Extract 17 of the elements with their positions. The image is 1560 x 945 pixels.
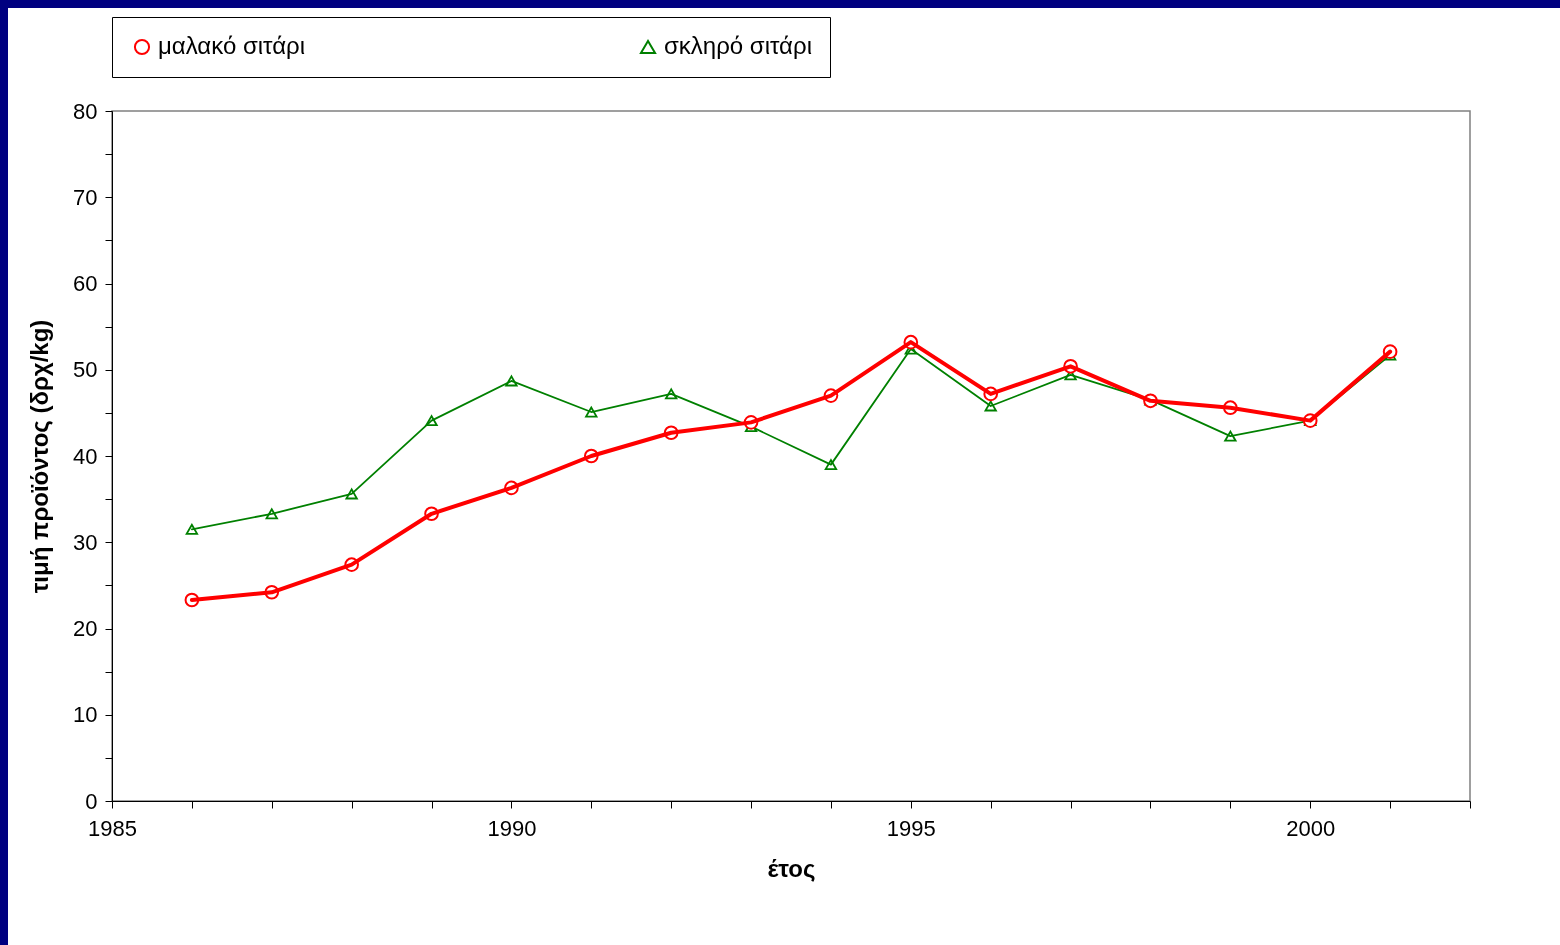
y-tick-label: 0 <box>85 788 98 814</box>
y-tick-label: 30 <box>73 529 98 555</box>
y-tick-label: 70 <box>73 184 98 210</box>
x-tick-label: 1985 <box>88 815 137 841</box>
y-tick-label: 80 <box>73 98 98 124</box>
y-tick-label: 40 <box>73 443 98 469</box>
x-tick-label: 1995 <box>886 815 936 841</box>
x-tick-label: 2000 <box>1286 815 1336 841</box>
y-axis-title: τιμή προϊόντος (δρχ/kg) <box>26 319 54 594</box>
y-tick-label: 20 <box>73 616 98 641</box>
x-tick-label: 1990 <box>487 815 537 841</box>
legend-label: σκληρό σιτάρι <box>664 32 812 59</box>
y-tick-label: 60 <box>73 271 98 296</box>
x-axis-title: έτος <box>767 854 816 882</box>
legend-label: μαλακό σιτάρι <box>158 32 306 59</box>
y-tick-label: 10 <box>73 702 98 728</box>
y-tick-label: 50 <box>73 357 98 383</box>
